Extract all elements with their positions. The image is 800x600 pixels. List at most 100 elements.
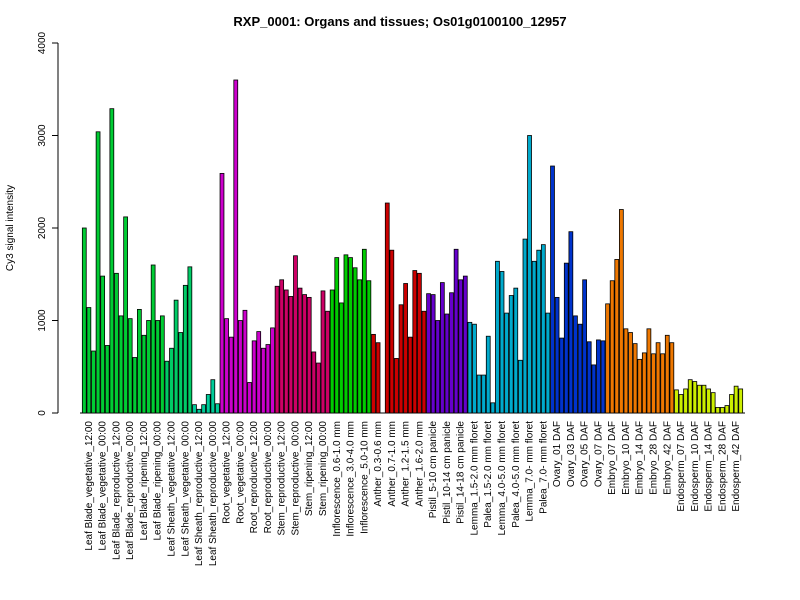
x-tick-label: Inflorescence_0.6-1.0 mm xyxy=(332,421,343,537)
x-tick-label: Leaf Blade_vegetative_12:00 xyxy=(84,421,95,551)
bar-group xyxy=(205,379,220,414)
bar xyxy=(706,388,711,414)
bar xyxy=(265,344,271,414)
bar xyxy=(513,287,519,414)
bar xyxy=(95,131,101,414)
bar xyxy=(302,294,307,414)
bar xyxy=(476,374,482,414)
bar-group xyxy=(481,335,496,414)
bar xyxy=(710,392,716,414)
bar-group xyxy=(109,108,124,414)
x-tick-label: Endosperm_07 DAF xyxy=(676,421,687,512)
x-tick-label: Ovary_03 DAF xyxy=(566,421,577,487)
bar-group xyxy=(357,248,372,414)
bar-group xyxy=(605,259,620,414)
bar-group xyxy=(343,254,358,414)
x-tick-label: Stem_ripening_12:00 xyxy=(304,421,315,517)
bar xyxy=(421,310,427,414)
bar-group xyxy=(137,308,151,414)
bar xyxy=(164,360,170,414)
bar xyxy=(132,357,138,414)
x-tick-label: Endosperm_14 DAF xyxy=(704,421,715,512)
bar xyxy=(205,394,211,414)
bar xyxy=(504,312,509,414)
bar xyxy=(472,323,477,414)
bar xyxy=(279,279,285,414)
bar-group xyxy=(660,334,675,414)
bar xyxy=(260,347,266,414)
x-tick-label: Leaf Blade_vegetative_00:00 xyxy=(98,421,109,551)
bar-group xyxy=(701,384,716,414)
bar-group xyxy=(95,131,110,414)
bar xyxy=(242,309,248,414)
x-tick-label: Palea_7.0- mm floret xyxy=(538,421,549,514)
bar-group xyxy=(81,227,96,414)
x-tick-label: Leaf Sheath_reproductive_12:00 xyxy=(194,421,205,567)
bar xyxy=(238,320,243,414)
bar xyxy=(490,402,496,414)
x-tick-label: Leaf Blade_reproductive_00:00 xyxy=(125,421,136,560)
x-tick-label: Embryo_07 DAF xyxy=(607,421,618,495)
x-tick-label: Lemma_1.5-2.0 mm floret xyxy=(469,421,480,536)
x-tick-label: Anther_0.3-0.6 mm xyxy=(373,421,384,507)
bar xyxy=(664,334,670,414)
x-tick-label: Root_vegetative_00:00 xyxy=(235,421,246,524)
bar xyxy=(311,351,317,414)
y-tick-label: 3000 xyxy=(37,124,48,147)
bar xyxy=(458,279,464,414)
bar xyxy=(655,342,661,414)
bar xyxy=(352,267,358,414)
bar-group xyxy=(619,209,633,414)
bar xyxy=(499,271,505,414)
bar xyxy=(247,382,252,414)
y-tick-label: 0 xyxy=(37,410,48,416)
bar xyxy=(531,260,537,414)
bar xyxy=(91,350,96,414)
x-tick-label: Stem_ripening_00:00 xyxy=(318,421,329,517)
bar xyxy=(518,359,523,414)
x-tick-label: Palea_4.0-5.0 mm floret xyxy=(511,421,522,528)
bar xyxy=(150,264,156,414)
x-tick-label: Ovary_01 DAF xyxy=(552,421,563,487)
bar-group xyxy=(508,287,523,414)
bar-group xyxy=(453,248,468,414)
bar xyxy=(485,335,491,414)
bar xyxy=(114,272,119,414)
x-tick-label: Pistil_10-14 cm panicle xyxy=(442,421,453,524)
bar xyxy=(449,292,454,414)
bar xyxy=(219,173,225,414)
x-tick-label: Embryo_14 DAF xyxy=(635,421,646,495)
x-tick-label: Root_reproductive_12:00 xyxy=(249,421,260,534)
bar xyxy=(559,337,565,414)
bar-group xyxy=(495,260,509,414)
bar xyxy=(274,285,280,414)
bar xyxy=(283,289,289,414)
bar xyxy=(155,320,161,414)
x-tick-label: Leaf Sheath_vegetative_00:00 xyxy=(180,421,191,557)
x-tick-label: Endosperm_42 DAF xyxy=(731,421,742,512)
bar xyxy=(109,108,115,414)
bar xyxy=(343,254,349,414)
bar xyxy=(123,216,128,414)
bar xyxy=(192,404,197,414)
bar xyxy=(600,340,606,414)
bar xyxy=(637,358,643,414)
bar xyxy=(632,343,638,414)
bar xyxy=(141,334,147,414)
bar xyxy=(550,165,555,414)
bar xyxy=(169,347,174,414)
bar xyxy=(609,280,615,414)
bar xyxy=(329,289,335,414)
bar-group xyxy=(577,279,592,414)
bar-group xyxy=(164,299,179,414)
bar-group xyxy=(247,331,262,414)
bar xyxy=(173,299,179,414)
bar xyxy=(605,303,610,414)
x-tick-label: Leaf Sheath_reproductive_00:00 xyxy=(208,421,219,567)
bar xyxy=(375,342,381,414)
x-tick-label: Anther_1.2-1.5 mm xyxy=(401,421,412,507)
bar xyxy=(361,248,367,414)
bar xyxy=(697,384,702,414)
x-tick-label: Embryo_28 DAF xyxy=(648,421,659,495)
